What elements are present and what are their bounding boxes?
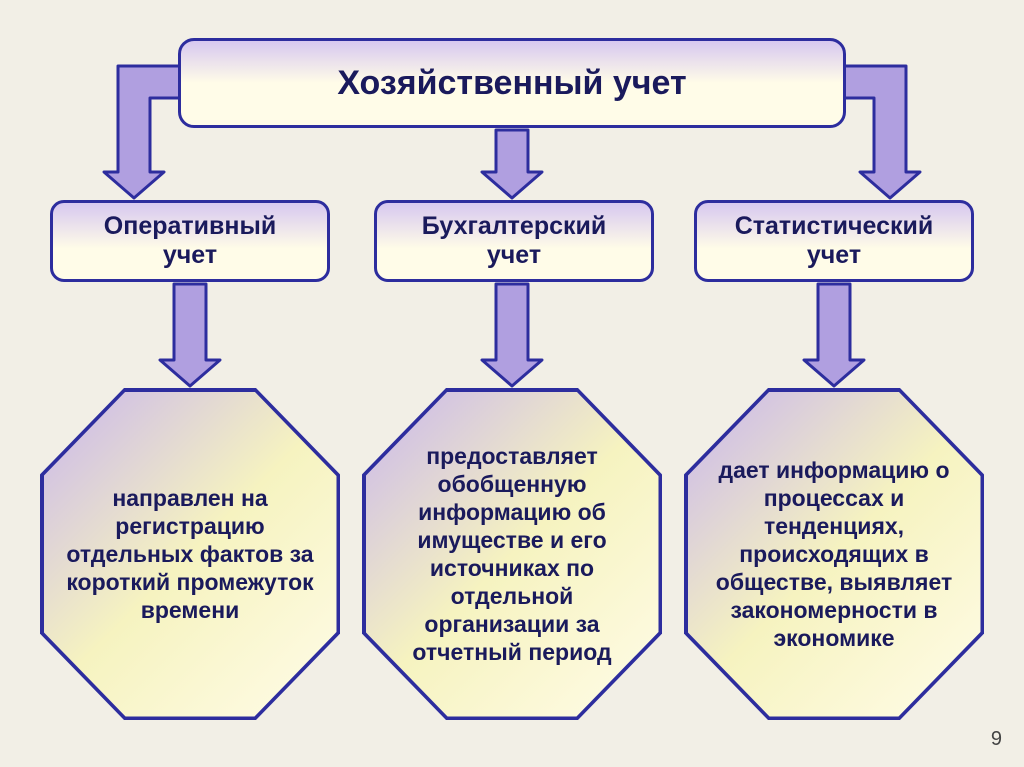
octagon-1: предоставляет обобщенную информацию об и… bbox=[362, 388, 662, 720]
sub-box-0: Оперативныйучет bbox=[50, 200, 330, 282]
sub-label: Бухгалтерскийучет bbox=[422, 212, 607, 270]
page-number: 9 bbox=[991, 728, 1002, 751]
octagon-text: дает информацию о процессах и тенденциях… bbox=[688, 392, 981, 717]
title-text: Хозяйственный учет bbox=[337, 64, 686, 103]
title-box: Хозяйственный учет bbox=[178, 38, 846, 128]
sub-label: Оперативныйучет bbox=[104, 212, 276, 270]
sub-label: Статистическийучет bbox=[735, 212, 934, 270]
octagon-text: направлен на регистрацию отдельных факто… bbox=[44, 392, 337, 717]
sub-box-1: Бухгалтерскийучет bbox=[374, 200, 654, 282]
octagon-2: дает информацию о процессах и тенденциях… bbox=[684, 388, 984, 720]
octagon-0: направлен на регистрацию отдельных факто… bbox=[40, 388, 340, 720]
octagon-text: предоставляет обобщенную информацию об и… bbox=[366, 392, 659, 717]
sub-box-2: Статистическийучет bbox=[694, 200, 974, 282]
